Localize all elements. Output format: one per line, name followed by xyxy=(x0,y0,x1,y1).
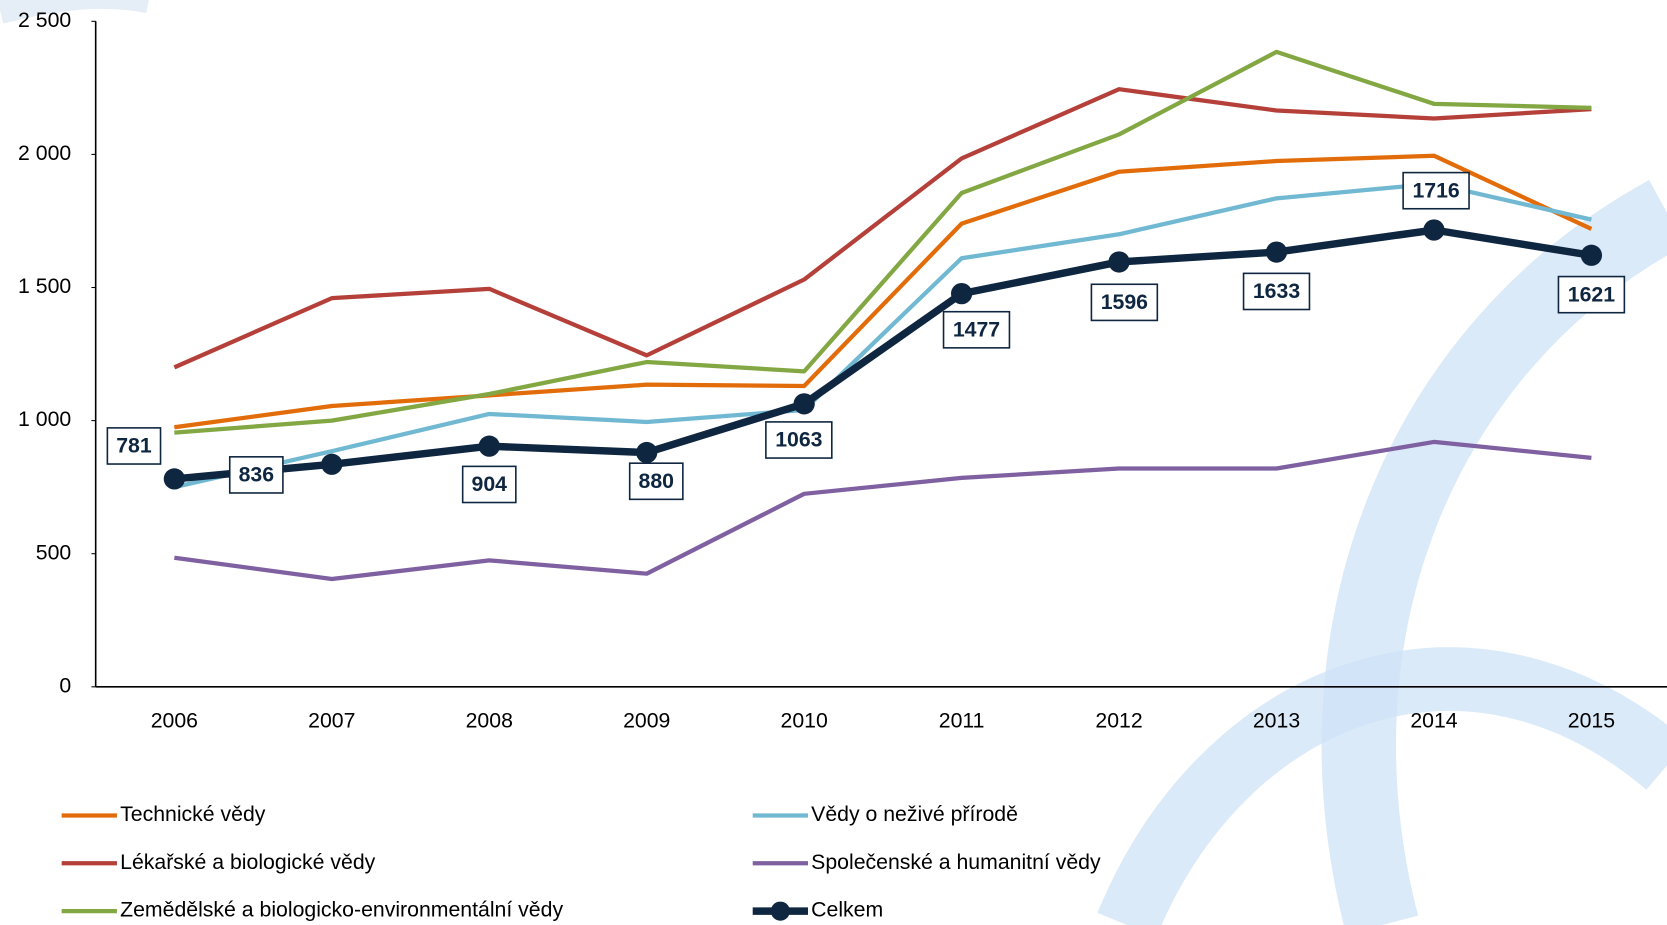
y-tick-label: 2 000 xyxy=(18,141,71,165)
data-point xyxy=(1580,244,1603,266)
legend-marker xyxy=(770,901,790,921)
legend-label: Celkem xyxy=(811,898,883,922)
data-label-box xyxy=(106,427,162,465)
x-tick-label: 2013 xyxy=(1253,709,1300,733)
legend-label: Zemědělské a biologicko-environmentální … xyxy=(120,898,563,922)
series-line xyxy=(173,87,1592,370)
data-point xyxy=(793,393,815,415)
data-label: 1633 xyxy=(1253,279,1300,303)
y-tick-label: 500 xyxy=(36,540,71,564)
data-label-box xyxy=(228,456,284,494)
y-tick-label: 0 xyxy=(59,673,71,697)
legend-label: Technické vědy xyxy=(120,802,266,826)
data-label-box xyxy=(1242,272,1311,311)
data-point xyxy=(1423,219,1445,241)
data-point xyxy=(950,282,973,305)
y-tick-label: 2 500 xyxy=(18,8,71,32)
data-label: 1477 xyxy=(953,317,1000,341)
data-label-box xyxy=(1402,171,1470,210)
data-label-box xyxy=(461,465,517,504)
x-tick-label: 2008 xyxy=(466,709,513,733)
x-tick-label: 2012 xyxy=(1095,709,1142,733)
data-point xyxy=(1265,241,1288,263)
data-label: 1716 xyxy=(1412,178,1459,202)
legend-label: Lékařské a biologické vědy xyxy=(120,850,376,874)
data-label: 836 xyxy=(239,463,275,487)
data-label: 904 xyxy=(472,472,508,496)
data-label: 1063 xyxy=(775,428,822,452)
series-line xyxy=(174,49,1592,435)
data-label-box xyxy=(1090,283,1159,322)
data-point xyxy=(1108,251,1130,273)
data-point xyxy=(636,441,658,464)
y-tick-label: 1 000 xyxy=(18,407,71,431)
data-label-box xyxy=(942,310,1011,349)
x-tick-label: 2010 xyxy=(781,709,828,733)
data-label-box xyxy=(765,421,833,459)
data-point xyxy=(163,468,185,490)
x-tick-label: 2007 xyxy=(308,709,355,733)
series-line xyxy=(174,226,1593,483)
x-tick-label: 2009 xyxy=(623,709,670,733)
data-label-box xyxy=(1557,275,1626,314)
legend-label: Společenské a humanitní vědy xyxy=(811,850,1101,874)
x-tick-label: 2015 xyxy=(1568,709,1615,733)
series-line xyxy=(174,153,1593,430)
data-point xyxy=(478,435,500,457)
series-line xyxy=(174,439,1592,582)
x-tick-label: 2011 xyxy=(939,709,985,733)
data-label: 1621 xyxy=(1568,282,1615,306)
series-line xyxy=(173,181,1592,490)
data-label: 781 xyxy=(116,434,152,458)
data-label: 880 xyxy=(639,469,674,493)
data-label-box xyxy=(628,462,684,501)
data-point xyxy=(321,453,343,475)
legend-label: Vědy o neživé přírodě xyxy=(811,802,1018,826)
x-tick-label: 2014 xyxy=(1410,709,1457,733)
y-tick-label: 1 500 xyxy=(18,274,71,298)
data-label: 1596 xyxy=(1101,290,1148,314)
x-tick-label: 2006 xyxy=(151,709,198,733)
